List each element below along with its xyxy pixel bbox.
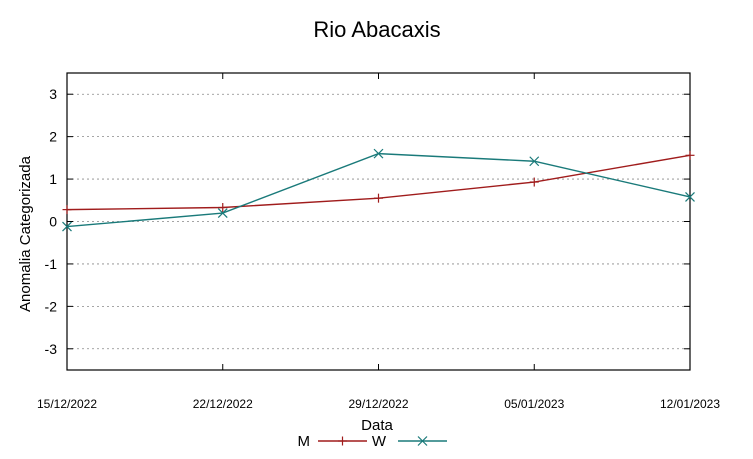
data-point-M [374, 193, 383, 203]
x-tick-label: 22/12/2022 [193, 397, 253, 411]
data-point-W [217, 208, 228, 218]
data-point-M [529, 177, 539, 187]
x-tick-label: 15/12/2022 [37, 397, 97, 411]
legend-marker-W [417, 436, 428, 446]
y-tick-label: -2 [45, 298, 58, 314]
data-point-W [373, 148, 384, 159]
data-point-M [685, 150, 695, 160]
y-tick-label: 2 [49, 129, 57, 145]
series-line-W [66, 152, 691, 228]
legend-marker-M [338, 436, 347, 446]
legend-label-M: M [298, 433, 311, 450]
data-point-M [218, 202, 228, 212]
y-axis-label: Anomalia Categorizada [17, 155, 34, 312]
x-axis-ticks: 15/12/2022 22/12/2022 29/12/2022 05/01/2023… [37, 73, 720, 411]
y-tick-label: -3 [45, 341, 58, 357]
plot-frame [66, 72, 691, 371]
y-tick-label: 1 [49, 171, 57, 187]
x-tick-label: 29/12/2022 [348, 397, 408, 411]
data-point-M [62, 205, 72, 215]
x-axis-label: Data [361, 417, 393, 434]
data-point-W [62, 221, 72, 232]
data-point-W [529, 156, 540, 167]
y-axis-ticks: -3 -2 -1 0 1 2 3 [45, 86, 690, 357]
y-tick-label: -1 [45, 256, 58, 272]
y-tick-label: 3 [49, 86, 57, 102]
series-layer [62, 148, 695, 232]
grid [67, 93, 690, 350]
x-tick-label: 05/01/2023 [504, 397, 564, 411]
data-point-W [685, 191, 695, 202]
x-tick-label: 12/01/2023 [660, 397, 720, 411]
y-tick-label: 0 [49, 214, 57, 230]
chart-title: Rio Abacaxis [313, 17, 440, 42]
legend-label-W: W [372, 433, 387, 450]
